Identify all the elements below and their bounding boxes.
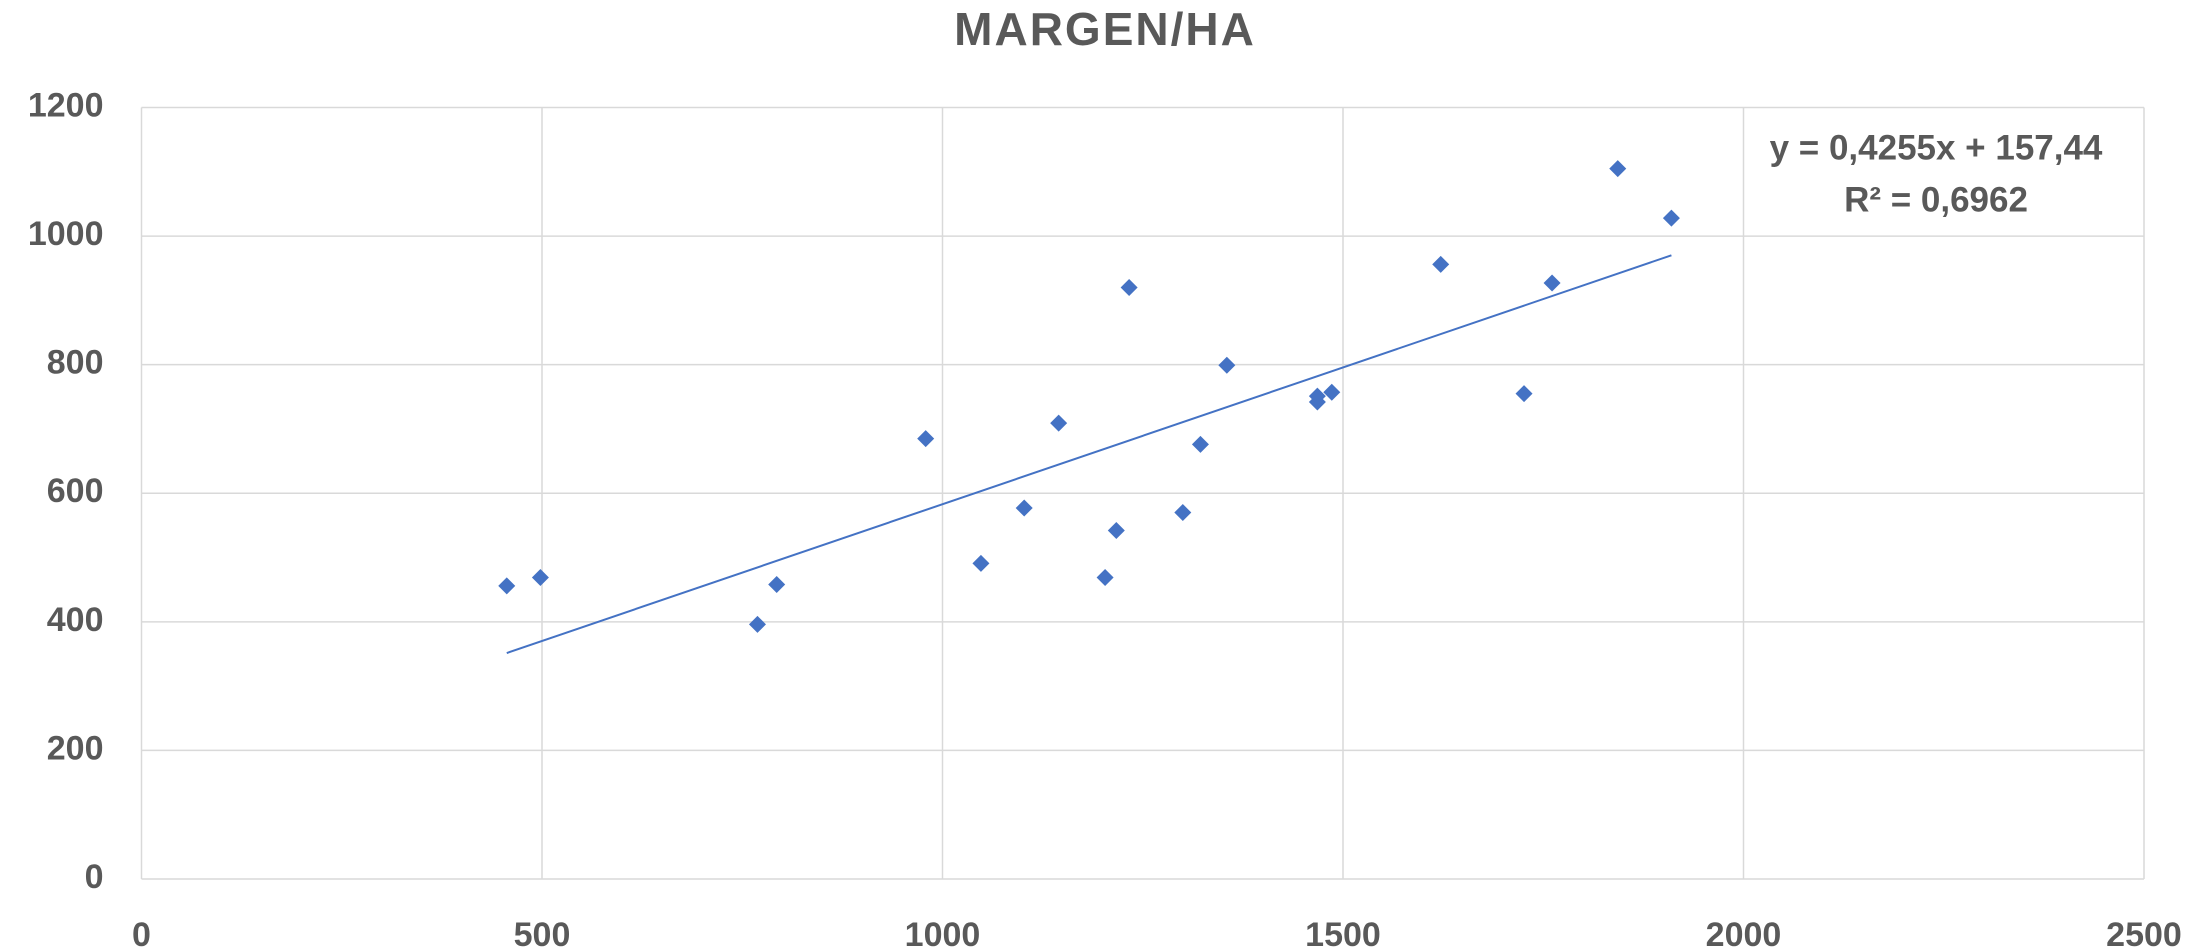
chart-title: MARGEN/HA <box>954 3 1256 55</box>
y-tick-label: 1200 <box>28 86 104 124</box>
point <box>768 576 786 594</box>
trendline <box>506 254 1672 654</box>
y-tick-label: 1000 <box>28 215 104 253</box>
point <box>1308 393 1326 411</box>
x-tick-label: 0 <box>132 916 151 949</box>
trendline-equation: y = 0,4255x + 157,44 <box>1770 128 2103 167</box>
point <box>1515 385 1533 403</box>
y-tick-label: 200 <box>47 729 104 767</box>
x-tick-label: 500 <box>514 916 571 949</box>
point <box>917 430 935 448</box>
point <box>1015 499 1033 517</box>
x-tick-label: 1500 <box>1305 916 1381 949</box>
r-squared: R² = 0,6962 <box>1844 180 2028 219</box>
point <box>1543 274 1561 292</box>
point <box>972 554 990 572</box>
y-tick-label: 600 <box>47 472 104 510</box>
point <box>1096 568 1114 586</box>
x-tick-label: 1000 <box>905 916 981 949</box>
point <box>1323 383 1341 401</box>
point <box>1050 414 1068 432</box>
point <box>1218 356 1236 374</box>
y-tick-label: 0 <box>85 858 104 896</box>
point <box>1174 504 1192 522</box>
point <box>1191 435 1209 453</box>
point <box>1662 209 1680 227</box>
point <box>1107 522 1125 540</box>
y-tick-label: 400 <box>47 601 104 639</box>
point <box>1432 255 1450 273</box>
point <box>498 577 516 595</box>
point <box>531 568 549 586</box>
x-tick-label: 2000 <box>1706 916 1782 949</box>
point <box>1609 160 1627 178</box>
point <box>1120 279 1138 297</box>
x-tick-label: 2500 <box>2106 916 2182 949</box>
y-tick-label: 800 <box>47 344 104 382</box>
point <box>748 615 766 633</box>
